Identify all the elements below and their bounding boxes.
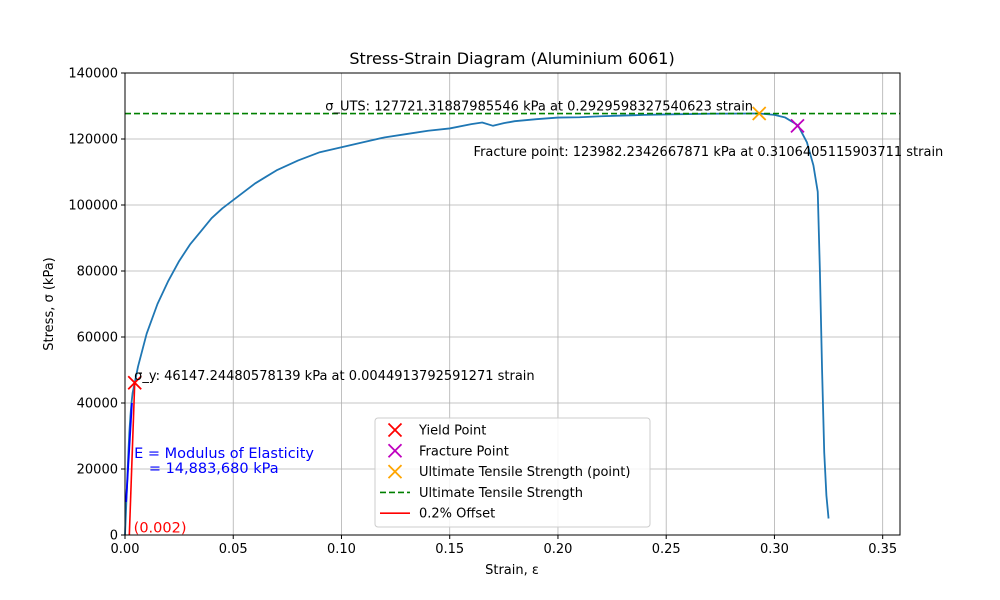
- x-tick-label: 0.00: [111, 542, 140, 557]
- x-axis-ticks: 0.00 0.05 0.10 0.15 0.20 0.25 0.30 0.35: [111, 535, 897, 557]
- chart-title: Stress-Strain Diagram (Aluminium 6061): [349, 49, 674, 68]
- y-tick-label: 80000: [77, 265, 118, 280]
- x-tick-label: 0.35: [868, 542, 897, 557]
- y-tick-label: 120000: [68, 133, 118, 148]
- legend-label: Ultimate Tensile Strength: [419, 486, 583, 501]
- ultimate-tensile-strength-point-marker: [752, 106, 767, 121]
- legend-item-ultimate-tensile-strength: Ultimate Tensile Strength: [380, 486, 583, 501]
- legend: Yield Point Fracture Point Ultimate Tensil…: [374, 417, 651, 528]
- x-tick-label: 0.05: [219, 542, 248, 557]
- stress-strain-curve: [124, 112, 830, 536]
- legend-box: [374, 417, 651, 528]
- legend-label: 0.2% Offset: [419, 507, 495, 522]
- plot-markers: [127, 106, 805, 390]
- x-tick-label: 0.15: [435, 542, 464, 557]
- x-tick-label: 0.20: [543, 542, 572, 557]
- annotation-modulus-line-2: = 14,883,680 kPa: [149, 461, 279, 477]
- y-tick-label: 40000: [77, 397, 118, 412]
- y-tick-label: 140000: [68, 67, 118, 82]
- annotation-offset-label: (0.002): [134, 521, 187, 537]
- annotation-modulus-line-1: E = Modulus of Elasticity: [134, 446, 314, 462]
- legend-label: Fracture Point: [419, 444, 509, 459]
- annotation-fracture: Fracture point: 123982.2342667871 kPa at…: [474, 145, 944, 160]
- y-axis-label: Stress, σ (kPa): [42, 257, 57, 350]
- legend-label: Ultimate Tensile Strength (point): [419, 465, 630, 480]
- legend-item-yield-point: Yield Point: [387, 422, 486, 439]
- y-axis-ticks: 0 20000 40000 60000 80000 100000 120000 140000: [68, 67, 125, 544]
- annotation-uts: σ_UTS: 127721.31887985546 kPa at 0.29295…: [325, 100, 753, 115]
- 0-2-offset-line: [128, 382, 136, 536]
- annotations: σ_UTS: 127721.31887985546 kPa at 0.29295…: [134, 100, 944, 537]
- x-tick-label: 0.30: [760, 542, 789, 557]
- legend-swatch-ultimate-tensile-strength-point: [387, 464, 403, 479]
- legend-label: Yield Point: [418, 424, 486, 439]
- annotation-yield: σ_y: 46147.24480578139 kPa at 0.00449137…: [134, 369, 535, 384]
- plot-series: [124, 112, 900, 536]
- plot-frame: [124, 72, 901, 536]
- x-tick-label: 0.25: [652, 542, 681, 557]
- y-tick-label: 20000: [77, 463, 118, 478]
- yield-point-marker: [127, 375, 142, 390]
- x-axis-label: Strain, ε: [485, 563, 539, 578]
- y-tick-label: 60000: [77, 331, 118, 346]
- legend-item-ultimate-tensile-strength-point: Ultimate Tensile Strength (point): [387, 464, 630, 480]
- y-tick-label: 100000: [68, 199, 118, 214]
- x-tick-label: 0.10: [327, 542, 356, 557]
- elastic-modulus-line: [125, 402, 133, 503]
- legend-item-0-2-offset: 0.2% Offset: [380, 507, 495, 522]
- legend-item-fracture-point: Fracture Point: [387, 443, 509, 459]
- fracture-point-marker: [790, 118, 805, 133]
- legend-swatch-yield-point: [387, 422, 403, 438]
- legend-swatch-fracture-point: [387, 443, 403, 458]
- y-tick-label: 0: [110, 529, 118, 544]
